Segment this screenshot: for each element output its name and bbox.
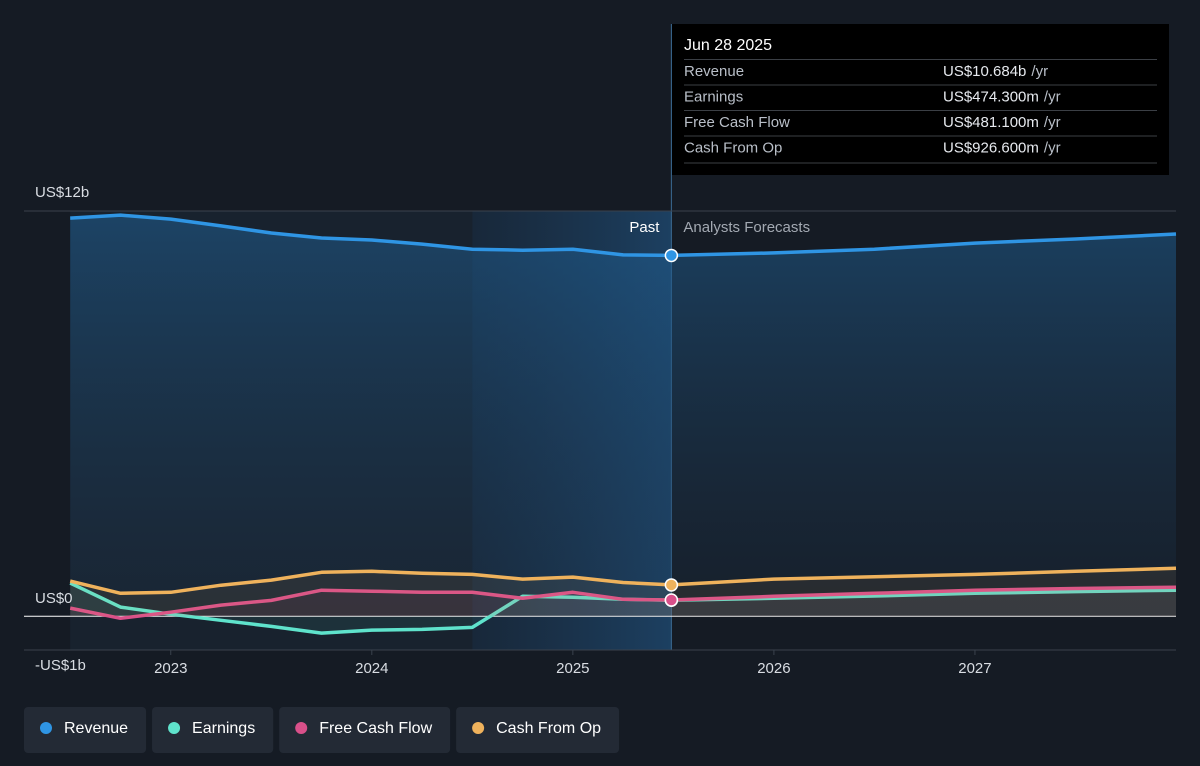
legend-swatch: [168, 722, 181, 734]
legend-item[interactable]: Free Cash Flow: [279, 707, 451, 753]
legend-button[interactable]: [456, 707, 620, 753]
axes: US$12b US$0 -US$1b 2023 2024 2025 2026 2027 Past…: [35, 184, 992, 677]
tooltip-label: Earnings: [684, 88, 743, 105]
series-line: [69, 581, 1177, 635]
y-tick-label: US$0: [35, 590, 73, 607]
tooltip-unit: /yr: [1044, 88, 1061, 105]
legend-button[interactable]: [152, 707, 274, 753]
tooltip-unit: /yr: [1044, 139, 1061, 156]
series-line: [70, 213, 1177, 258]
x-tick-label: 2023: [154, 660, 187, 677]
legend-label: Revenue: [64, 720, 128, 737]
forecast-label: Analysts Forecasts: [683, 219, 810, 236]
point-marker: [664, 593, 679, 607]
legend-item[interactable]: Earnings: [152, 707, 274, 753]
legend-swatch: [40, 722, 52, 734]
series-area: [70, 568, 1177, 617]
legend-swatch: [295, 722, 308, 734]
tooltip-box: [672, 24, 1169, 175]
series-area: [70, 587, 1177, 619]
legend-item[interactable]: Revenue: [24, 707, 147, 753]
legend-label: Cash From Op: [496, 720, 601, 737]
tooltip-value: US$474.300m: [943, 88, 1039, 105]
legend: Revenue Earnings Free Cash Flow Cash From O…: [24, 707, 620, 753]
series-line: [69, 585, 1177, 621]
x-tick-label: 2025: [556, 660, 589, 677]
series-area: [70, 215, 1177, 617]
point-marker: [664, 578, 679, 592]
tooltip-value: US$481.100m: [943, 114, 1039, 131]
tooltip-unit: /yr: [1044, 114, 1061, 131]
tooltip: Jun 28 2025 Revenue US$10.684b/yr Earnings U…: [672, 24, 1169, 175]
legend-label: Earnings: [192, 720, 255, 737]
legend-label: Free Cash Flow: [319, 720, 432, 737]
legend-swatch: [472, 722, 485, 734]
tooltip-date: Jun 28 2025: [684, 37, 772, 54]
x-tick-label: 2024: [355, 660, 388, 677]
x-tick-label: 2026: [757, 660, 790, 677]
tooltip-unit: /yr: [1031, 63, 1048, 80]
tooltip-value: US$926.600m: [943, 139, 1039, 156]
legend-button[interactable]: [279, 707, 451, 753]
tooltip-label: Revenue: [684, 63, 744, 80]
tooltip-label: Cash From Op: [684, 139, 782, 156]
legend-item[interactable]: Cash From Op: [456, 707, 620, 753]
x-tick-label: 2027: [958, 660, 991, 677]
point-marker: [664, 248, 679, 263]
past-label: Past: [629, 219, 660, 236]
y-tick-label: -US$1b: [35, 657, 86, 674]
tooltip-value: US$10.684b: [943, 63, 1026, 80]
y-tick-label: US$12b: [35, 184, 89, 201]
legend-button[interactable]: [24, 707, 147, 753]
series-line: [69, 566, 1177, 596]
series-lines: [69, 213, 1177, 635]
tooltip-label: Free Cash Flow: [684, 114, 790, 131]
